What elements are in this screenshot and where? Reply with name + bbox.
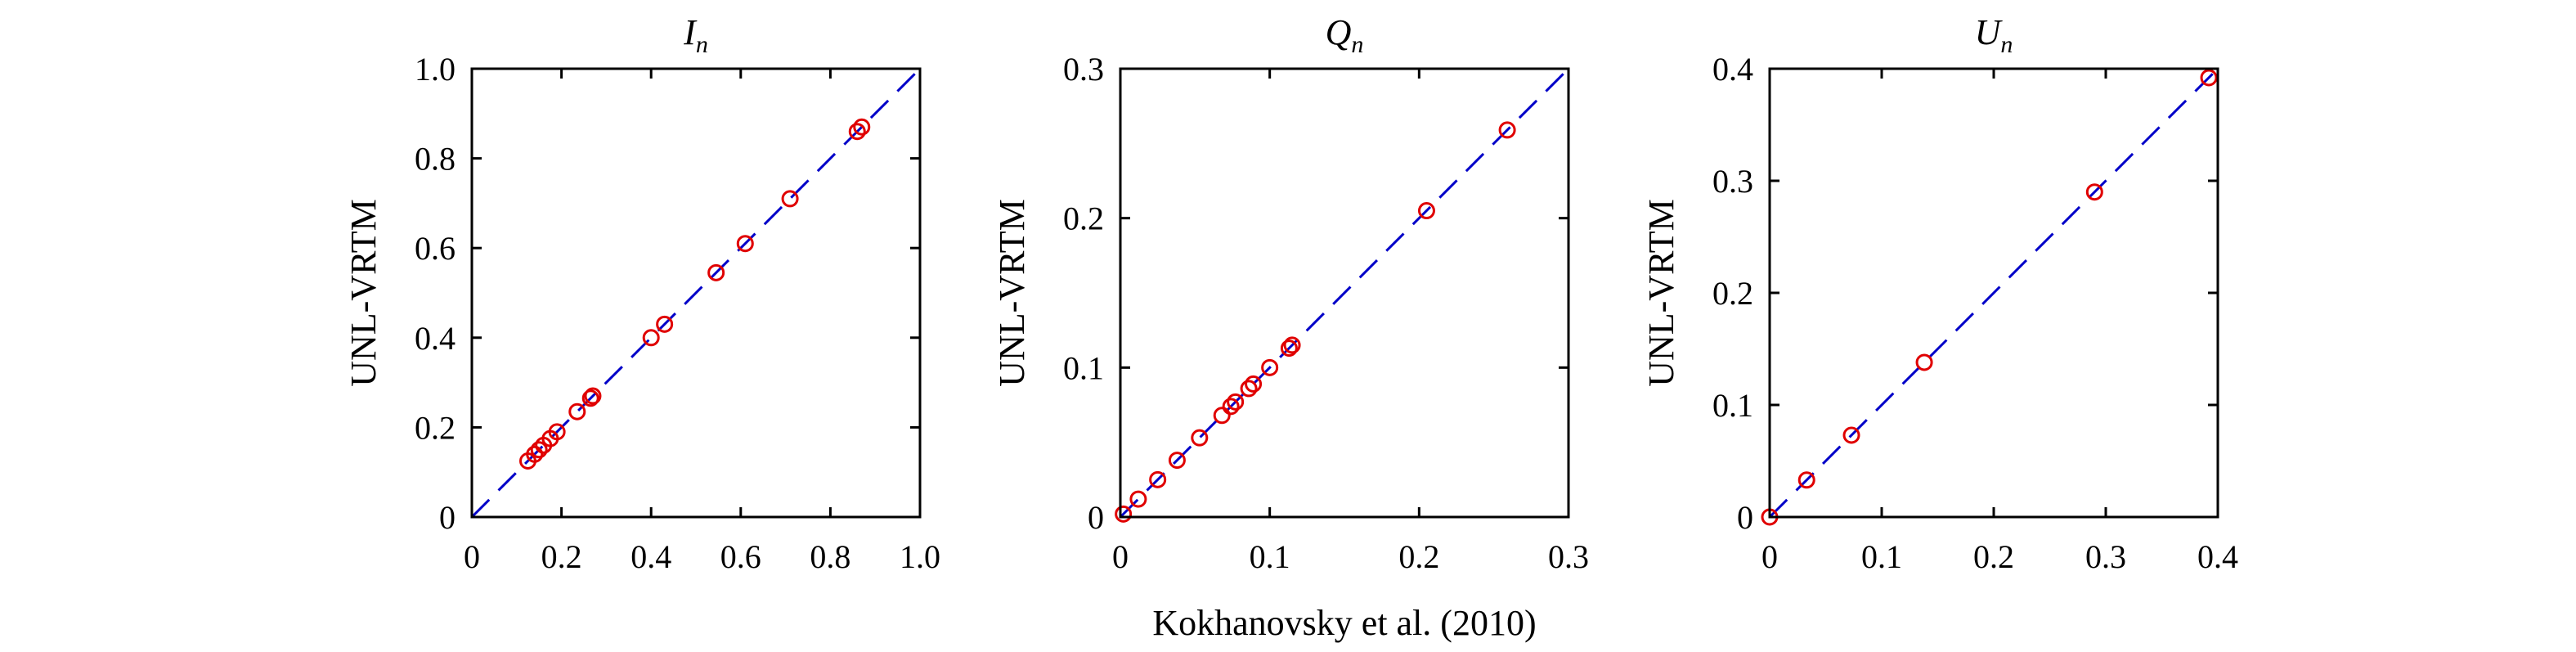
data-point bbox=[656, 315, 674, 333]
x-tick-label: 0.4 bbox=[631, 538, 671, 575]
data-point bbox=[1191, 429, 1209, 447]
data-point bbox=[642, 329, 660, 347]
panel-title: Un bbox=[1975, 12, 2013, 58]
data-point bbox=[1283, 336, 1301, 354]
y-tick-label: 0.6 bbox=[415, 230, 456, 267]
data-point bbox=[853, 118, 871, 136]
shared-x-axis-label: Kokhanovsky et al. (2010) bbox=[1152, 603, 1536, 643]
y-tick-label: 0.1 bbox=[1063, 349, 1104, 386]
x-tick-label: 0.1 bbox=[1861, 538, 1902, 575]
x-tick-label: 0.3 bbox=[1548, 538, 1589, 575]
data-point bbox=[781, 190, 799, 208]
y-tick-label: 0.3 bbox=[1063, 51, 1104, 88]
data-point bbox=[1498, 121, 1516, 139]
data-point bbox=[1915, 353, 1933, 371]
y-tick-label: 0.8 bbox=[415, 141, 456, 178]
axes-frame bbox=[1119, 67, 1570, 519]
data-point bbox=[1245, 375, 1263, 393]
plot-area bbox=[470, 67, 922, 519]
one-to-one-reference-line bbox=[1119, 67, 1570, 519]
y-tick-label: 0.3 bbox=[1712, 163, 1753, 200]
panel-u: Un UNL-VRTM 0 0.1 0.2 0.3 0.4 0 0.1 0.2 0.3 0.4 bbox=[1641, 12, 2238, 575]
axis-ticks: 0 0.1 0.2 0.3 0 0.1 0.2 0.3 bbox=[1063, 51, 1589, 575]
data-point bbox=[707, 263, 725, 281]
data-point bbox=[568, 402, 586, 420]
data-point bbox=[1261, 358, 1279, 376]
x-tick-label: 0.6 bbox=[720, 538, 761, 575]
panel-title-main: U bbox=[1975, 12, 2004, 52]
data-point bbox=[1842, 426, 1860, 444]
x-tick-label: 0.2 bbox=[541, 538, 582, 575]
data-point bbox=[581, 389, 599, 407]
plot-area bbox=[1761, 67, 2219, 526]
y-tick-label: 0.4 bbox=[1712, 51, 1753, 88]
data-point bbox=[548, 423, 566, 441]
x-tick-label: 0.2 bbox=[1973, 538, 2014, 575]
y-tick-label: 0.4 bbox=[415, 320, 456, 357]
x-tick-label: 0.2 bbox=[1398, 538, 1439, 575]
data-point bbox=[1115, 505, 1133, 523]
data-point bbox=[526, 445, 544, 463]
panel-title: Qn bbox=[1326, 12, 1364, 58]
data-point bbox=[2085, 183, 2103, 201]
panel-title: In bbox=[683, 12, 708, 58]
y-tick-label: 0.2 bbox=[1712, 275, 1753, 312]
y-tick-label: 0.2 bbox=[1063, 200, 1104, 237]
plot-area bbox=[1115, 67, 1570, 523]
y-tick-label: 0 bbox=[1088, 499, 1104, 536]
data-point bbox=[530, 441, 548, 459]
panel-title-subscript: n bbox=[2000, 31, 2013, 58]
x-tick-label: 0.1 bbox=[1250, 538, 1290, 575]
x-tick-label: 0.4 bbox=[2197, 538, 2238, 575]
panel-title-subscript: n bbox=[696, 31, 708, 58]
data-point bbox=[1213, 407, 1231, 425]
data-point bbox=[2200, 69, 2218, 87]
data-point bbox=[1129, 490, 1147, 508]
data-point bbox=[848, 123, 866, 141]
axis-ticks: 0 0.2 0.4 0.6 0.8 1.0 0 0.2 0.4 0.6 0.8 1.0 bbox=[415, 51, 940, 575]
axes-frame bbox=[470, 67, 922, 519]
y-tick-label: 1.0 bbox=[415, 51, 456, 88]
panel-intensity: In UNL-VRTM 0 0.2 0.4 0.6 0.8 1.0 0 0.2 0.4 0.6 0.… bbox=[343, 12, 940, 575]
one-to-one-reference-line bbox=[1768, 67, 2219, 519]
panel-title-subscript: n bbox=[1351, 31, 1363, 58]
data-point bbox=[1797, 471, 1815, 489]
y-tick-label: 0.1 bbox=[1712, 387, 1753, 424]
y-axis-label: UNL-VRTM bbox=[1641, 199, 1681, 387]
data-point bbox=[1280, 339, 1298, 357]
y-axis-label: UNL-VRTM bbox=[343, 199, 384, 387]
y-tick-label: 0 bbox=[1737, 499, 1753, 536]
data-point bbox=[736, 235, 754, 253]
data-point bbox=[1222, 398, 1240, 416]
y-axis-label: UNL-VRTM bbox=[992, 199, 1032, 387]
x-tick-label: 0 bbox=[1112, 538, 1129, 575]
panel-q: Qn UNL-VRTM 0 0.1 0.2 0.3 0 0.1 0.2 0.3 bbox=[992, 12, 1589, 575]
data-point bbox=[1227, 393, 1245, 411]
x-tick-label: 1.0 bbox=[900, 538, 940, 575]
data-point bbox=[1240, 380, 1258, 398]
y-tick-label: 0 bbox=[439, 499, 456, 536]
axis-ticks: 0 0.1 0.2 0.3 0.4 0 0.1 0.2 0.3 0.4 bbox=[1712, 51, 2238, 575]
panel-title-main: Q bbox=[1326, 12, 1352, 52]
data-point bbox=[1168, 452, 1186, 470]
panel-title-main: I bbox=[683, 12, 698, 52]
data-point bbox=[584, 387, 602, 405]
x-tick-label: 0 bbox=[464, 538, 480, 575]
x-tick-label: 0 bbox=[1761, 538, 1778, 575]
x-tick-label: 0.8 bbox=[810, 538, 850, 575]
data-point bbox=[1417, 202, 1435, 220]
y-tick-label: 0.2 bbox=[415, 409, 456, 446]
one-to-one-reference-line bbox=[470, 67, 922, 519]
x-tick-label: 0.3 bbox=[2085, 538, 2126, 575]
data-point bbox=[1149, 470, 1167, 488]
